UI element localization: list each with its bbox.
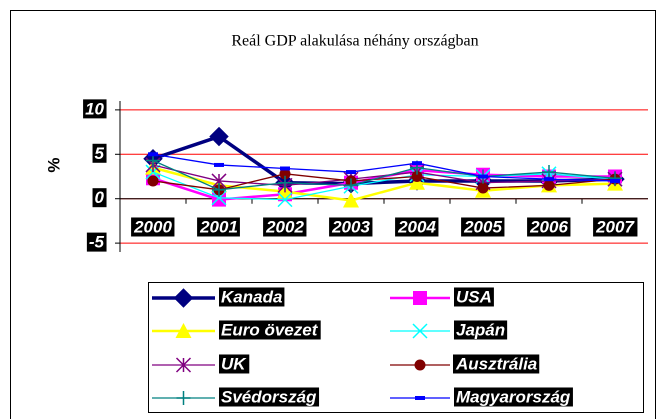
y-axis-label: % <box>44 157 63 172</box>
point <box>209 126 229 147</box>
y-tick-label: -5 <box>89 233 105 252</box>
legend-label: Svédország <box>221 387 317 406</box>
legend-label: Euro övezet <box>221 320 319 339</box>
legend-label: Ausztrália <box>455 354 537 373</box>
x-tick-label-bg <box>329 217 373 237</box>
point <box>478 174 488 179</box>
x-tick-label: 2002 <box>265 217 304 236</box>
legend-marker <box>412 323 428 339</box>
x-tick-label: 2001 <box>199 217 238 236</box>
legend-marker <box>414 359 426 371</box>
point <box>145 164 161 180</box>
y-tick-label-bg <box>92 188 107 208</box>
x-tick-label: 2005 <box>463 217 502 236</box>
legend-label-bg <box>219 320 321 340</box>
legend-label: Kanada <box>221 287 282 306</box>
x-tick-label: 2003 <box>331 217 370 236</box>
x-tick-label-bg <box>197 217 240 237</box>
x-tick-label: 2000 <box>133 217 172 236</box>
point <box>212 182 226 197</box>
point <box>412 161 422 166</box>
legend-label: Magyarország <box>456 387 571 406</box>
point <box>542 165 556 180</box>
point <box>344 178 358 193</box>
point <box>346 170 356 175</box>
point <box>544 177 554 182</box>
chart-title: Reál GDP alakulása néhány országban <box>231 33 478 50</box>
legend-label-bg <box>219 387 320 407</box>
point <box>279 168 291 180</box>
legend-marker <box>175 357 192 373</box>
x-tick-label-bg <box>263 217 307 237</box>
point <box>280 166 290 171</box>
x-tick-label-bg <box>461 217 505 237</box>
legend-label-bg <box>453 354 540 374</box>
series <box>146 153 622 197</box>
point <box>147 175 159 187</box>
y-tick-label: 0 <box>95 188 105 207</box>
x-tick-label: 2006 <box>529 217 568 236</box>
point <box>543 179 555 191</box>
point <box>477 182 489 194</box>
legend-label-bg <box>219 354 250 374</box>
legend-label-bg <box>454 287 494 307</box>
point <box>211 190 227 206</box>
legend-marker <box>173 288 194 308</box>
series-line <box>152 164 616 187</box>
point <box>411 171 423 182</box>
legend-marker <box>176 391 191 405</box>
point <box>277 192 293 208</box>
series <box>148 152 620 183</box>
point <box>610 178 620 183</box>
legend-marker <box>175 323 192 338</box>
legend-marker <box>415 396 425 400</box>
series-line <box>152 159 616 191</box>
x-tick-label-bg <box>527 217 571 237</box>
y-tick-label: 10 <box>85 99 104 118</box>
legend-label-bg <box>219 287 285 307</box>
point <box>409 174 425 190</box>
legend-label: USA <box>456 287 492 306</box>
x-tick-label-bg <box>131 217 175 237</box>
x-tick-label-bg <box>593 217 638 237</box>
series-line <box>152 171 616 201</box>
legend-marker <box>413 291 427 305</box>
y-tick-label-bg <box>83 99 107 119</box>
x-tick-label: 2007 <box>595 217 635 236</box>
y-tick-label-bg <box>92 143 107 163</box>
legend-label: UK <box>221 354 247 373</box>
point <box>343 192 359 208</box>
series-line <box>152 153 616 182</box>
series-line <box>152 173 616 191</box>
y-tick-label: 5 <box>95 144 105 163</box>
x-tick-label-bg <box>395 217 439 237</box>
point <box>608 171 622 186</box>
y-tick-label-bg <box>86 232 107 252</box>
point <box>278 175 292 190</box>
legend-label-bg <box>454 387 573 407</box>
legend-label: Japán <box>456 320 505 339</box>
point <box>148 152 158 157</box>
x-tick-label: 2004 <box>397 217 436 236</box>
legend-label-bg <box>454 320 508 340</box>
point <box>214 162 224 167</box>
